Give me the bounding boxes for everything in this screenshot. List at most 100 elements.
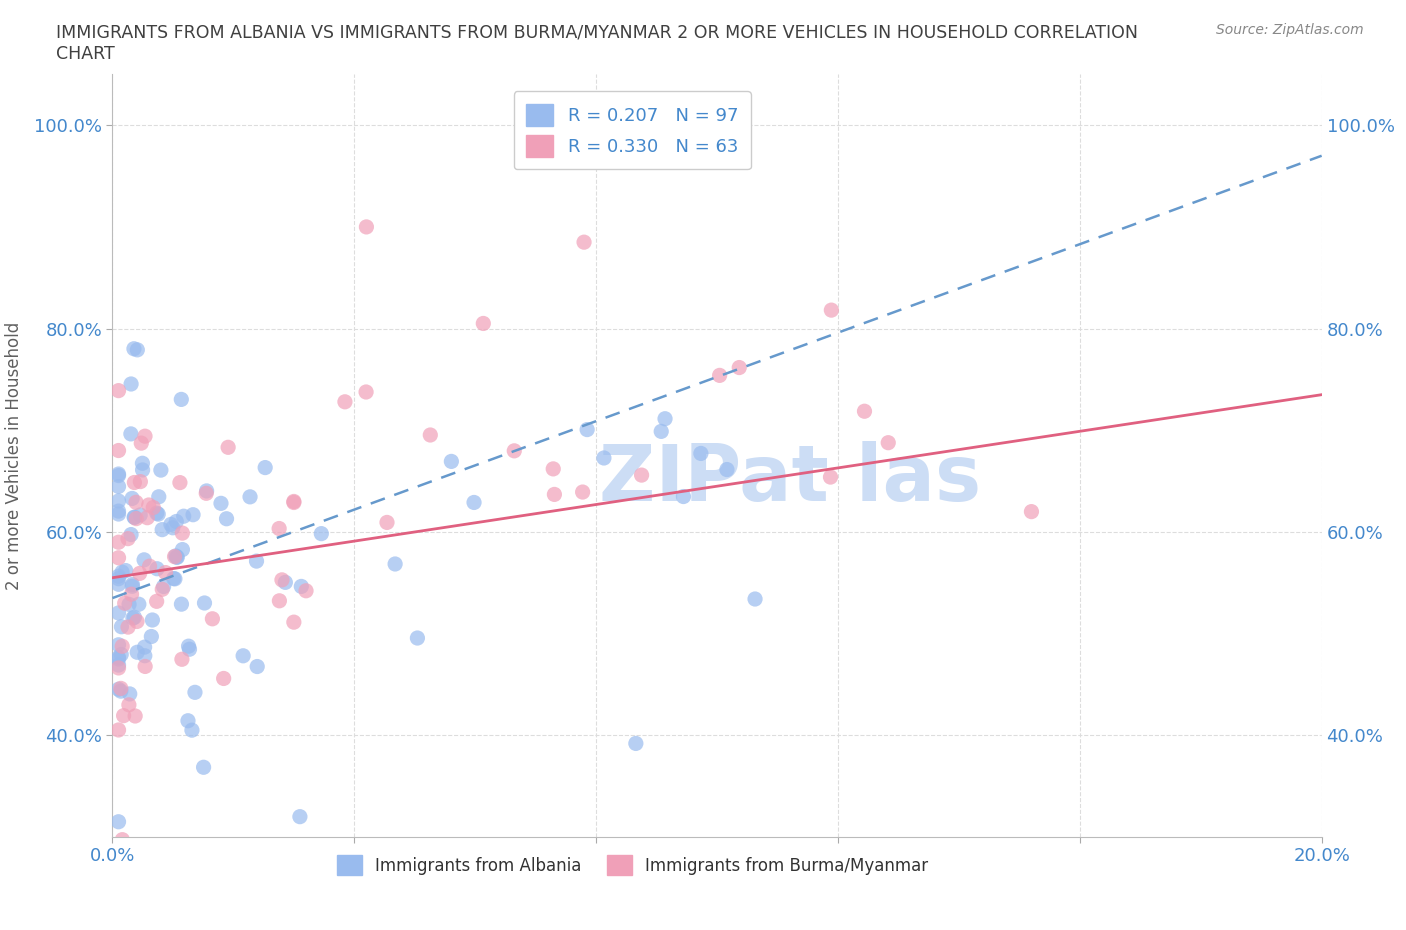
Point xyxy=(690,446,713,461)
Point xyxy=(150,523,173,538)
Point xyxy=(107,468,129,483)
Point xyxy=(120,377,142,392)
Point xyxy=(111,832,134,847)
Point xyxy=(283,494,305,509)
Point xyxy=(131,462,153,477)
Point xyxy=(624,736,647,751)
Point xyxy=(107,569,129,584)
Point xyxy=(195,485,218,500)
Point xyxy=(148,489,170,504)
Point xyxy=(121,587,143,602)
Point xyxy=(138,498,160,512)
Point xyxy=(107,637,129,652)
Point xyxy=(571,485,593,499)
Point xyxy=(406,631,429,645)
Point xyxy=(162,521,184,536)
Point xyxy=(107,443,129,458)
Point xyxy=(184,684,207,699)
Point xyxy=(177,639,200,654)
Point xyxy=(163,571,186,586)
Point xyxy=(107,507,129,522)
Point xyxy=(107,815,129,830)
Point xyxy=(125,614,148,629)
Point xyxy=(181,723,204,737)
Point xyxy=(145,506,167,521)
Point xyxy=(239,489,262,504)
Point xyxy=(215,512,238,526)
Point xyxy=(384,556,406,571)
Point xyxy=(148,507,170,522)
Point xyxy=(269,593,291,608)
Point xyxy=(170,597,193,612)
Point xyxy=(295,583,318,598)
Point xyxy=(440,454,463,469)
Point xyxy=(173,509,195,524)
Point xyxy=(170,392,193,406)
Point xyxy=(149,462,172,477)
Point xyxy=(193,595,215,610)
Point xyxy=(107,650,129,665)
Point xyxy=(122,341,145,356)
Point xyxy=(141,613,163,628)
Point xyxy=(122,510,145,525)
Point xyxy=(150,582,173,597)
Point xyxy=(179,642,201,657)
Point xyxy=(107,577,129,591)
Point xyxy=(201,611,224,626)
Point xyxy=(134,659,156,674)
Point xyxy=(354,385,377,400)
Text: IMMIGRANTS FROM ALBANIA VS IMMIGRANTS FROM BURMA/MYANMAR 2 OR MORE VEHICLES IN H: IMMIGRANTS FROM ALBANIA VS IMMIGRANTS FR… xyxy=(56,23,1139,41)
Point xyxy=(107,535,129,550)
Point xyxy=(107,504,129,519)
Point xyxy=(134,648,156,663)
Point xyxy=(716,462,738,477)
Point xyxy=(212,671,235,686)
Point xyxy=(145,594,167,609)
Point xyxy=(107,658,129,672)
Point xyxy=(110,681,132,696)
Point xyxy=(117,619,139,634)
Point xyxy=(630,468,652,483)
Point xyxy=(820,470,842,485)
Point xyxy=(166,550,188,565)
Point xyxy=(124,610,146,625)
Point xyxy=(111,639,134,654)
Point xyxy=(129,474,152,489)
Point xyxy=(107,383,129,398)
Point xyxy=(283,615,305,630)
Point xyxy=(146,562,169,577)
Point xyxy=(107,494,129,509)
Point xyxy=(333,394,356,409)
Point xyxy=(820,302,842,317)
Point xyxy=(311,526,333,541)
Point xyxy=(543,487,565,502)
Point xyxy=(114,596,136,611)
Text: CHART: CHART xyxy=(56,45,115,62)
Point xyxy=(136,511,159,525)
Point xyxy=(138,559,160,574)
Point xyxy=(672,489,695,504)
Point xyxy=(288,809,311,824)
Point xyxy=(593,450,616,465)
Point xyxy=(165,514,187,529)
Point xyxy=(128,566,150,581)
Point xyxy=(172,542,194,557)
Point xyxy=(141,629,163,644)
Point xyxy=(134,640,156,655)
Legend: Immigrants from Albania, Immigrants from Burma/Myanmar: Immigrants from Albania, Immigrants from… xyxy=(330,848,935,882)
Point xyxy=(177,713,200,728)
Point xyxy=(111,565,134,579)
Point xyxy=(172,525,194,540)
Y-axis label: 2 or more Vehicles in Household: 2 or more Vehicles in Household xyxy=(6,322,22,590)
Point xyxy=(744,591,766,606)
Point xyxy=(132,552,155,567)
Point xyxy=(121,578,143,593)
Point xyxy=(419,428,441,443)
Point xyxy=(169,475,191,490)
Point xyxy=(127,644,149,659)
Point xyxy=(122,611,145,626)
Point xyxy=(107,652,129,667)
Point xyxy=(709,368,731,383)
Point xyxy=(124,475,146,490)
Point xyxy=(290,579,312,594)
